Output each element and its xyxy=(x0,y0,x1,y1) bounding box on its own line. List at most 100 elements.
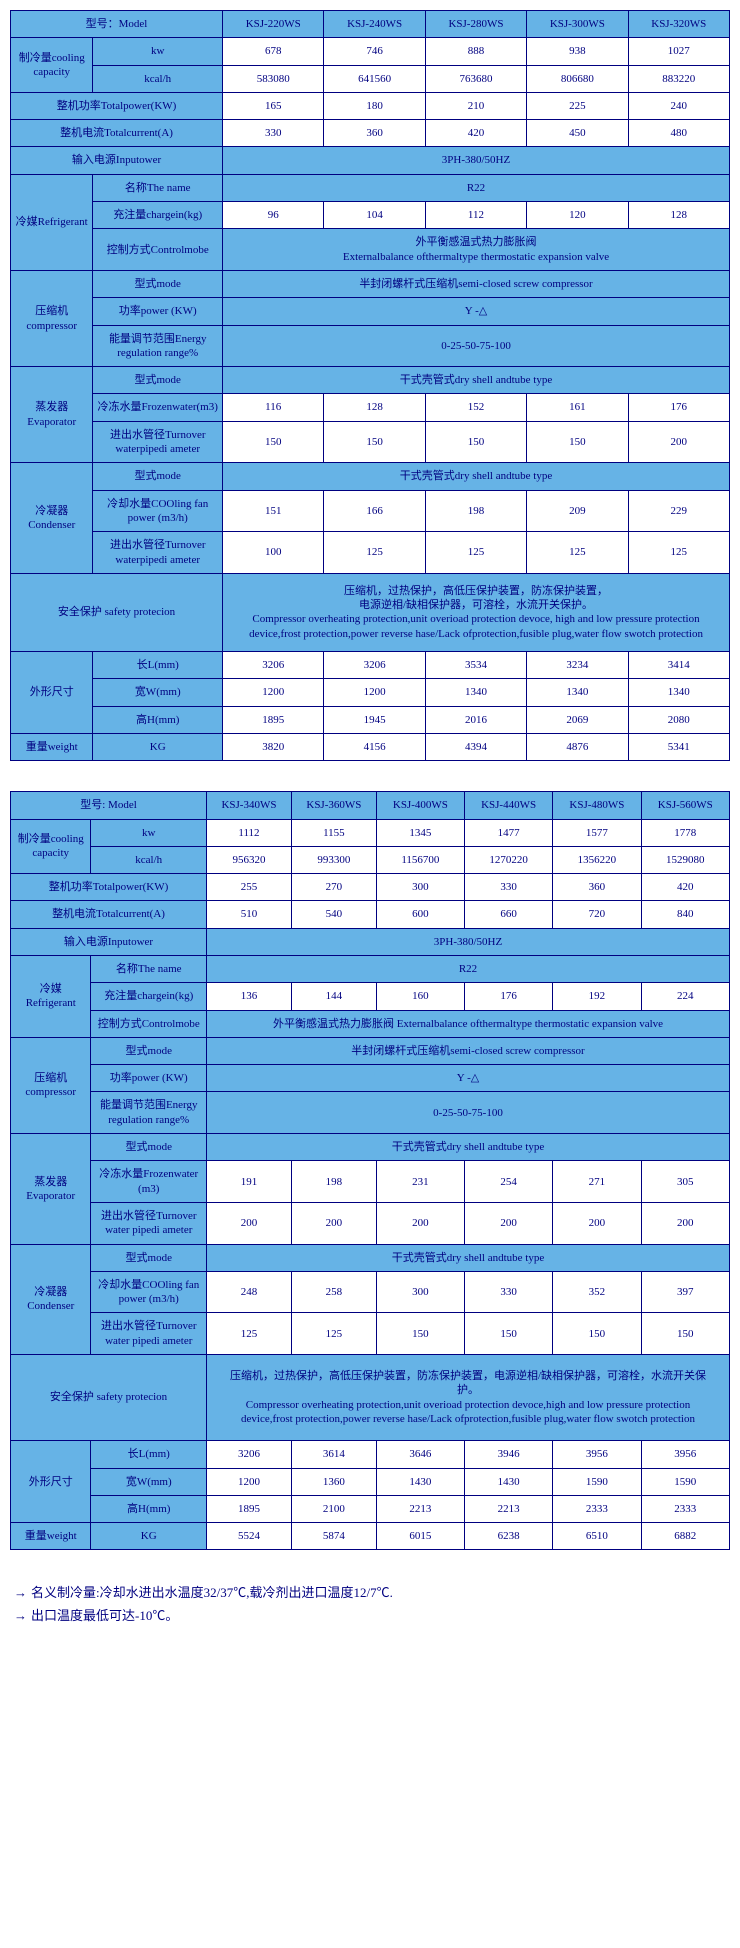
cell: 1590 xyxy=(641,1468,729,1495)
kg-label: KG xyxy=(93,733,223,760)
cell: 1270220 xyxy=(464,846,552,873)
kw-label: kw xyxy=(93,38,223,65)
compressor-mode: 半封闭螺杆式压缩机semi-closed screw compressor xyxy=(223,270,730,297)
cell: 150 xyxy=(324,421,425,463)
power-label: 功率power (KW) xyxy=(91,1065,207,1092)
footnote-2: 出口温度最低可达-10℃。 xyxy=(10,1603,730,1626)
cell: 254 xyxy=(464,1161,552,1203)
footnote-1: 名义制冷量:冷却水进出水温度32/37℃,载冷剂出进口温度12/7℃. xyxy=(10,1580,730,1603)
totalcurrent-label: 整机电流Totalcurrent(A) xyxy=(11,901,207,928)
model-label: 型号: Model xyxy=(11,792,207,819)
cell: 1112 xyxy=(207,819,292,846)
cell: 4156 xyxy=(324,733,425,760)
cell: 1529080 xyxy=(641,846,729,873)
controlmode-val: 外平衡感温式热力膨胀阀 Externalbalance ofthermaltyp… xyxy=(207,1010,730,1037)
cell: 883220 xyxy=(628,65,729,92)
cell: 1778 xyxy=(641,819,729,846)
cell: 160 xyxy=(376,983,464,1010)
cell: 1590 xyxy=(553,1468,641,1495)
safety-val: 压缩机，过热保护，高低压保护装置，防冻保护装置，电源逆相/缺相保护器，可溶栓，水… xyxy=(207,1355,730,1441)
cell: 1577 xyxy=(553,819,641,846)
cell: 200 xyxy=(641,1202,729,1244)
cell: 270 xyxy=(291,874,376,901)
cell: 116 xyxy=(223,394,324,421)
cell: 161 xyxy=(527,394,628,421)
cell: 150 xyxy=(376,1313,464,1355)
cell: 540 xyxy=(291,901,376,928)
model-col: KSJ-280WS xyxy=(425,11,526,38)
cell: 300 xyxy=(376,1271,464,1313)
cell: 200 xyxy=(464,1202,552,1244)
cond-mode: 干式壳管式dry shell andtube type xyxy=(223,463,730,490)
cell: 360 xyxy=(553,874,641,901)
cell: 678 xyxy=(223,38,324,65)
cell: 1340 xyxy=(527,679,628,706)
cell: 3646 xyxy=(376,1441,464,1468)
cell: 150 xyxy=(641,1313,729,1355)
cond-label: 冷凝器 Condenser xyxy=(11,1244,91,1354)
cell: 1430 xyxy=(376,1468,464,1495)
mode-label: 型式mode xyxy=(91,1244,207,1271)
cond-mode: 干式壳管式dry shell andtube type xyxy=(207,1244,730,1271)
mode-label: 型式mode xyxy=(93,270,223,297)
cell: 4876 xyxy=(527,733,628,760)
cell: 2016 xyxy=(425,706,526,733)
model-col: KSJ-440WS xyxy=(464,792,552,819)
cell: 104 xyxy=(324,202,425,229)
cell: 150 xyxy=(553,1313,641,1355)
cell: 2213 xyxy=(464,1495,552,1522)
cell: 600 xyxy=(376,901,464,928)
cell: 128 xyxy=(324,394,425,421)
cell: 271 xyxy=(553,1161,641,1203)
cell: 1360 xyxy=(291,1468,376,1495)
wid-label: 宽W(mm) xyxy=(91,1468,207,1495)
hgt-label: 高H(mm) xyxy=(91,1495,207,1522)
cell: 360 xyxy=(324,120,425,147)
model-label: 型号：Model xyxy=(11,11,223,38)
cond-label: 冷凝器 Condenser xyxy=(11,463,93,573)
cell: 3414 xyxy=(628,652,729,679)
cell: 1895 xyxy=(223,706,324,733)
wid-label: 宽W(mm) xyxy=(93,679,223,706)
compressor-mode: 半封闭螺杆式压缩机semi-closed screw compressor xyxy=(207,1037,730,1064)
fanpower-label: 冷却水量COOling fan power (m3/h) xyxy=(93,490,223,532)
cell: 1945 xyxy=(324,706,425,733)
cell: 330 xyxy=(223,120,324,147)
cell: 746 xyxy=(324,38,425,65)
cell: 100 xyxy=(223,532,324,574)
frozen-label: 冷冻水量Frozenwater(m3) xyxy=(93,394,223,421)
mode-label: 型式mode xyxy=(93,367,223,394)
compressor-label: 压缩机compressor xyxy=(11,270,93,366)
cell: 641560 xyxy=(324,65,425,92)
cell: 956320 xyxy=(207,846,292,873)
cell: 240 xyxy=(628,92,729,119)
evap-label: 蒸发器 Evaporator xyxy=(11,367,93,463)
mode-label: 型式mode xyxy=(93,463,223,490)
cell: 2333 xyxy=(641,1495,729,1522)
model-col: KSJ-240WS xyxy=(324,11,425,38)
inputpower-label: 输入电源Inputower xyxy=(11,147,223,174)
cell: 352 xyxy=(553,1271,641,1313)
len-label: 长L(mm) xyxy=(91,1441,207,1468)
fanpower-label: 冷却水量COOling fan power (m3/h) xyxy=(91,1271,207,1313)
cell: 1340 xyxy=(425,679,526,706)
cell: 152 xyxy=(425,394,526,421)
hgt-label: 高H(mm) xyxy=(93,706,223,733)
cell: 136 xyxy=(207,983,292,1010)
refrigerant-label: 冷媒Refrigerant xyxy=(11,174,93,270)
cell: 450 xyxy=(527,120,628,147)
mode-label: 型式mode xyxy=(91,1134,207,1161)
dim-label: 外形尺寸 xyxy=(11,652,93,734)
cell: 229 xyxy=(628,490,729,532)
name-label: 名称The name xyxy=(91,955,207,982)
cell: 2213 xyxy=(376,1495,464,1522)
cell: 3946 xyxy=(464,1441,552,1468)
cell: 1895 xyxy=(207,1495,292,1522)
model-col: KSJ-480WS xyxy=(553,792,641,819)
cell: 660 xyxy=(464,901,552,928)
inputpower-label: 输入电源Inputower xyxy=(11,928,207,955)
name-val: R22 xyxy=(223,174,730,201)
cell: 125 xyxy=(291,1313,376,1355)
turnover-label: 进出水管径Turnover water pipedi ameter xyxy=(91,1313,207,1355)
cell: 480 xyxy=(628,120,729,147)
